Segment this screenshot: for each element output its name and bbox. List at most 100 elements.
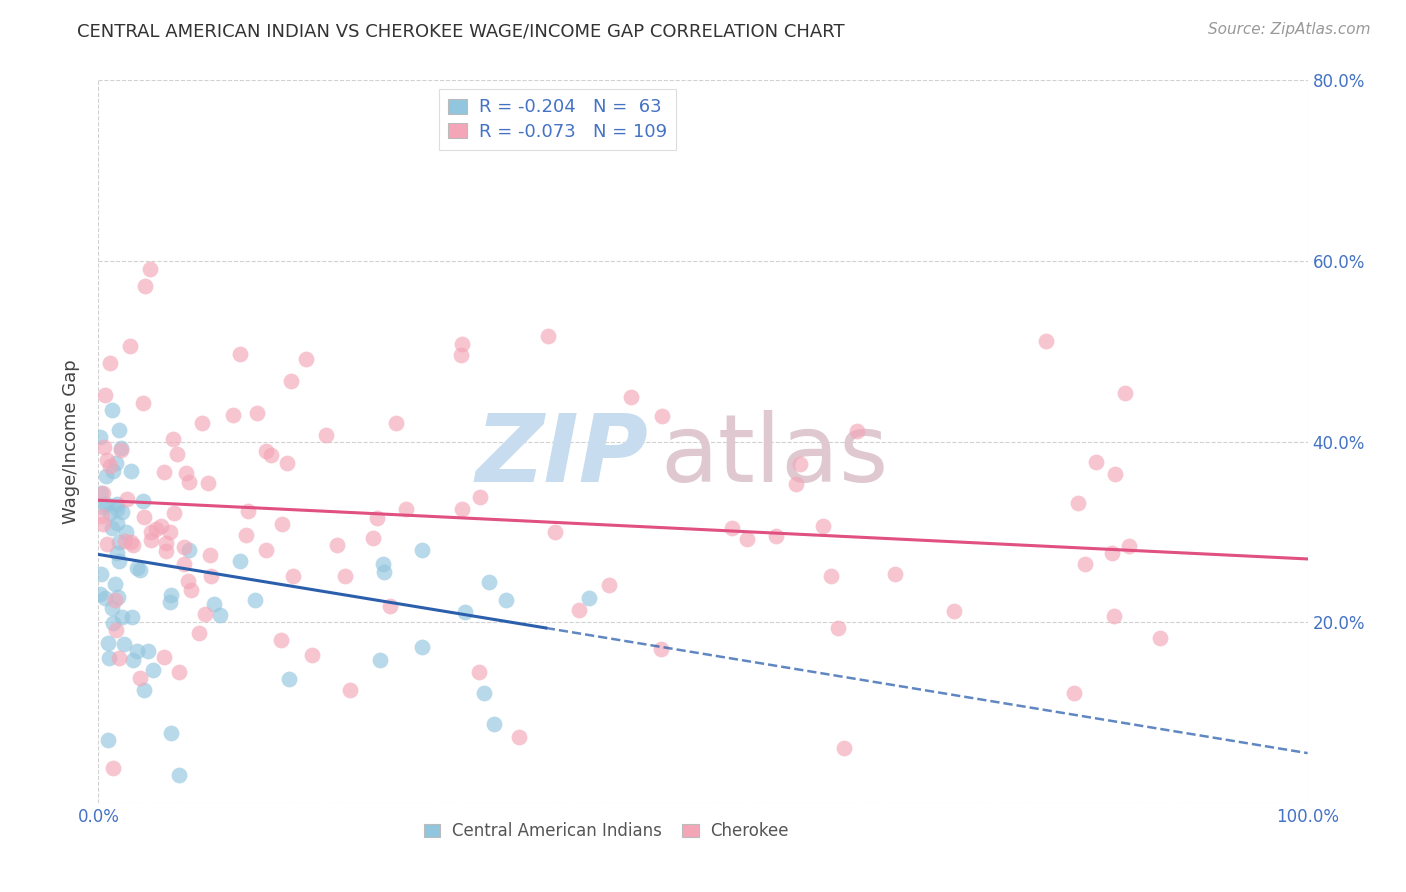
Point	[508, 730, 530, 744]
Point	[127, 561, 149, 575]
Point	[283, 569, 305, 583]
Point	[139, 533, 162, 548]
Point	[108, 554, 131, 568]
Point	[373, 565, 395, 579]
Point	[94, 497, 117, 511]
Point	[110, 443, 132, 458]
Point	[136, 644, 159, 658]
Point	[142, 663, 165, 677]
Point	[278, 672, 301, 686]
Point	[943, 603, 966, 617]
Point	[108, 651, 131, 665]
Point	[811, 519, 834, 533]
Point	[105, 502, 128, 516]
Point	[114, 533, 136, 548]
Point	[108, 535, 131, 549]
Point	[246, 406, 269, 420]
Point	[160, 726, 183, 740]
Point	[173, 557, 195, 571]
Point	[1104, 467, 1126, 481]
Point	[169, 767, 191, 781]
Point	[98, 506, 121, 520]
Point	[91, 500, 114, 514]
Point	[301, 648, 323, 662]
Point	[294, 352, 316, 367]
Point	[1035, 334, 1057, 348]
Point	[450, 347, 472, 361]
Point	[1114, 385, 1136, 400]
Point	[89, 587, 111, 601]
Point	[326, 538, 349, 552]
Point	[208, 608, 231, 623]
Point	[451, 337, 474, 351]
Point	[832, 740, 855, 755]
Point	[1063, 686, 1085, 700]
Point	[97, 650, 120, 665]
Point	[139, 262, 162, 277]
Point	[152, 465, 174, 479]
Point	[96, 468, 118, 483]
Point	[132, 509, 155, 524]
Point	[368, 653, 391, 667]
Point	[160, 588, 183, 602]
Point	[650, 641, 672, 656]
Point	[90, 509, 112, 524]
Point	[1149, 631, 1171, 645]
Text: ZIP: ZIP	[475, 410, 648, 502]
Point	[94, 591, 117, 605]
Point	[468, 490, 491, 504]
Point	[179, 475, 201, 490]
Point	[620, 390, 643, 404]
Point	[395, 502, 418, 516]
Point	[361, 531, 384, 545]
Point	[111, 505, 134, 519]
Point	[270, 632, 292, 647]
Point	[254, 444, 277, 458]
Point	[103, 761, 125, 775]
Point	[104, 456, 127, 470]
Point	[478, 574, 501, 589]
Point	[1118, 539, 1140, 553]
Point	[884, 567, 907, 582]
Point	[91, 486, 114, 500]
Point	[134, 682, 156, 697]
Point	[450, 502, 472, 516]
Point	[737, 532, 759, 546]
Point	[118, 339, 141, 353]
Point	[112, 637, 135, 651]
Point	[578, 591, 600, 605]
Point	[108, 423, 131, 437]
Text: Source: ZipAtlas.com: Source: ZipAtlas.com	[1208, 22, 1371, 37]
Text: atlas: atlas	[661, 410, 889, 502]
Point	[200, 569, 222, 583]
Point	[90, 486, 112, 500]
Point	[110, 441, 132, 455]
Point	[105, 546, 128, 560]
Point	[785, 476, 807, 491]
Point	[101, 615, 124, 630]
Point	[235, 527, 257, 541]
Point	[371, 558, 394, 572]
Point	[568, 603, 591, 617]
Point	[243, 593, 266, 607]
Point	[100, 601, 122, 615]
Point	[1102, 609, 1125, 624]
Point	[120, 535, 142, 549]
Point	[115, 492, 138, 507]
Point	[544, 525, 567, 540]
Point	[180, 583, 202, 598]
Point	[1101, 546, 1123, 560]
Point	[280, 375, 302, 389]
Point	[121, 538, 143, 552]
Y-axis label: Wage/Income Gap: Wage/Income Gap	[62, 359, 80, 524]
Point	[173, 541, 195, 555]
Point	[104, 593, 127, 607]
Point	[134, 279, 156, 293]
Point	[129, 563, 152, 577]
Point	[141, 524, 163, 539]
Point	[820, 569, 842, 583]
Point	[454, 605, 477, 619]
Point	[236, 504, 259, 518]
Point	[120, 464, 142, 478]
Point	[159, 595, 181, 609]
